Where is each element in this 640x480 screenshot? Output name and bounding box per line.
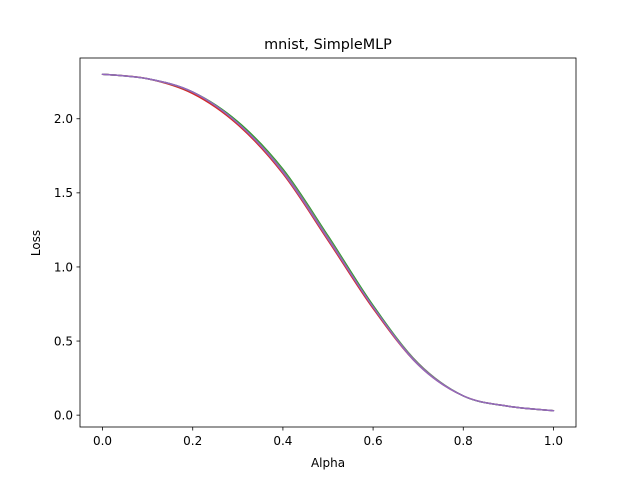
- x-tick-label: 0.6: [364, 434, 383, 448]
- x-axis: 0.0 0.2 0.4 0.6 0.8 1.0: [93, 427, 563, 448]
- x-tick-label: 0.8: [454, 434, 473, 448]
- y-tick-label: 1.5: [54, 186, 73, 200]
- y-tick-label: 1.0: [54, 260, 73, 274]
- x-tick-label: 0.2: [183, 434, 202, 448]
- y-tick-label: 2.0: [54, 112, 73, 126]
- chart-title: mnist, SimpleMLP: [264, 37, 392, 53]
- plot-area: [101, 73, 555, 412]
- y-axis-label: Loss: [29, 230, 43, 256]
- x-tick-label: 0.0: [93, 434, 112, 448]
- x-tick-label: 1.0: [544, 434, 563, 448]
- y-tick-label: 0.0: [54, 408, 73, 422]
- x-tick-label: 0.4: [273, 434, 292, 448]
- x-axis-label: Alpha: [311, 456, 345, 470]
- plot-frame: [79, 57, 577, 428]
- series-line-4: [101, 73, 555, 412]
- y-axis: 0.0 0.5 1.0 1.5 2.0: [54, 112, 80, 422]
- y-tick-label: 0.5: [54, 334, 73, 348]
